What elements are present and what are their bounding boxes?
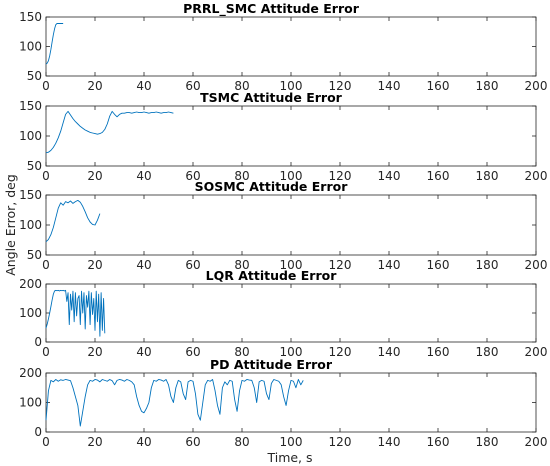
y-tick-label: 150: [19, 10, 42, 24]
series-line: [45, 379, 304, 427]
subplot-5: 0 20 40 60 80 100 120 140 160 180 200 0 100 200 PD Att…: [19, 357, 547, 449]
x-tick-label: 140: [378, 345, 401, 359]
x-tick-label: 180: [476, 169, 499, 183]
x-tick-label: 20: [87, 435, 102, 449]
x-tick-label: 0: [42, 258, 50, 272]
subplot-1: 0 20 40 60 80 100 120 140 160 180 200 50 100 150 PRRL_…: [19, 1, 547, 93]
axes-box: [45, 105, 537, 167]
subplot-panels: 0 20 40 60 80 100 120 140 160 180 20050100150PRRL_…: [19, 1, 547, 449]
x-tick-label: 140: [378, 435, 401, 449]
x-tick-label: 40: [136, 435, 151, 449]
x-tick-label: 200: [525, 258, 548, 272]
x-tick-label: 140: [378, 258, 401, 272]
y-tick-label: 150: [19, 188, 42, 202]
x-tick-label: 60: [185, 79, 200, 93]
x-tick-label: 160: [427, 169, 450, 183]
subplot-title: PRRL_SMC Attitude Error: [183, 1, 360, 17]
subplot-title: SOSMC Attitude Error: [195, 179, 349, 194]
y-tick-label: 0: [34, 425, 42, 439]
axes-box: [45, 16, 537, 77]
x-tick-label: 140: [378, 169, 401, 183]
y-tick-label: 100: [19, 218, 42, 232]
x-tick-label: 100: [280, 79, 303, 93]
x-tick-label: 180: [476, 435, 499, 449]
x-tick-label: 80: [234, 169, 249, 183]
y-tick-label: 100: [19, 306, 42, 320]
x-tick-label: 120: [329, 345, 352, 359]
x-tick-label: 80: [234, 345, 249, 359]
y-tick-label: 0: [34, 335, 42, 349]
x-tick-label: 200: [525, 169, 548, 183]
x-tick-label: 200: [525, 79, 548, 93]
x-tick-label: 120: [329, 79, 352, 93]
x-tick-label: 20: [87, 258, 102, 272]
x-tick-label: 60: [185, 169, 200, 183]
y-tick-label: 100: [19, 396, 42, 410]
x-axis-label: Time, s: [266, 450, 312, 465]
subplot-title: LQR Attitude Error: [206, 268, 338, 283]
x-tick-label: 0: [42, 345, 50, 359]
x-tick-label: 160: [427, 435, 450, 449]
x-tick-label: 120: [329, 258, 352, 272]
subplot-title: TSMC Attitude Error: [200, 90, 343, 105]
x-tick-label: 180: [476, 79, 499, 93]
subplot-2: 0 20 40 60 80 100 120 140 160 180 200 50 100 150 TSMC …: [19, 90, 547, 183]
y-tick-label: 150: [19, 99, 42, 113]
x-tick-label: 40: [136, 258, 151, 272]
subplot-title: PD Attitude Error: [210, 357, 333, 372]
y-tick-label: 200: [19, 366, 42, 380]
x-tick-label: 20: [87, 345, 102, 359]
x-tick-label: 20: [87, 169, 102, 183]
series-line: [45, 23, 64, 65]
x-tick-label: 160: [427, 79, 450, 93]
series-line: [45, 110, 174, 154]
subplot-4: 0 20 40 60 80 100 120 140 160 180 200 0 100 200 LQR At…: [19, 268, 547, 359]
x-tick-label: 80: [234, 435, 249, 449]
x-tick-label: 40: [136, 169, 151, 183]
x-tick-label: 80: [234, 79, 249, 93]
axes-box: [45, 372, 537, 433]
x-tick-label: 100: [280, 258, 303, 272]
x-tick-label: 0: [42, 169, 50, 183]
x-tick-label: 100: [280, 169, 303, 183]
x-tick-label: 20: [87, 79, 102, 93]
x-tick-label: 180: [476, 345, 499, 359]
x-tick-label: 120: [329, 435, 352, 449]
x-tick-label: 160: [427, 345, 450, 359]
y-tick-label: 100: [19, 129, 42, 143]
subplot-3: 0 20 40 60 80 100 120 140 160 180 200 50 100 150 SOSMC…: [19, 179, 547, 272]
x-tick-label: 100: [280, 345, 303, 359]
x-tick-label: 40: [136, 79, 151, 93]
x-tick-label: 60: [185, 258, 200, 272]
x-tick-label: 120: [329, 169, 352, 183]
x-tick-label: 100: [280, 435, 303, 449]
y-tick-label: 50: [27, 69, 42, 83]
x-tick-label: 60: [185, 435, 200, 449]
x-tick-label: 0: [42, 435, 50, 449]
y-tick-label: 50: [27, 159, 42, 173]
x-tick-label: 60: [185, 345, 200, 359]
x-tick-label: 140: [378, 79, 401, 93]
x-tick-label: 40: [136, 345, 151, 359]
axes-box: [45, 194, 537, 256]
x-tick-label: 160: [427, 258, 450, 272]
series-line: [45, 289, 106, 337]
x-tick-label: 200: [525, 345, 548, 359]
x-tick-label: 80: [234, 258, 249, 272]
series-line: [45, 199, 101, 243]
y-axis-label: Angle Error, deg: [3, 174, 18, 276]
y-tick-label: 200: [19, 277, 42, 291]
x-tick-label: 180: [476, 258, 499, 272]
x-tick-label: 0: [42, 79, 50, 93]
x-tick-label: 200: [525, 435, 548, 449]
y-tick-label: 50: [27, 248, 42, 262]
axes-box: [45, 283, 537, 343]
y-tick-label: 100: [19, 40, 42, 54]
